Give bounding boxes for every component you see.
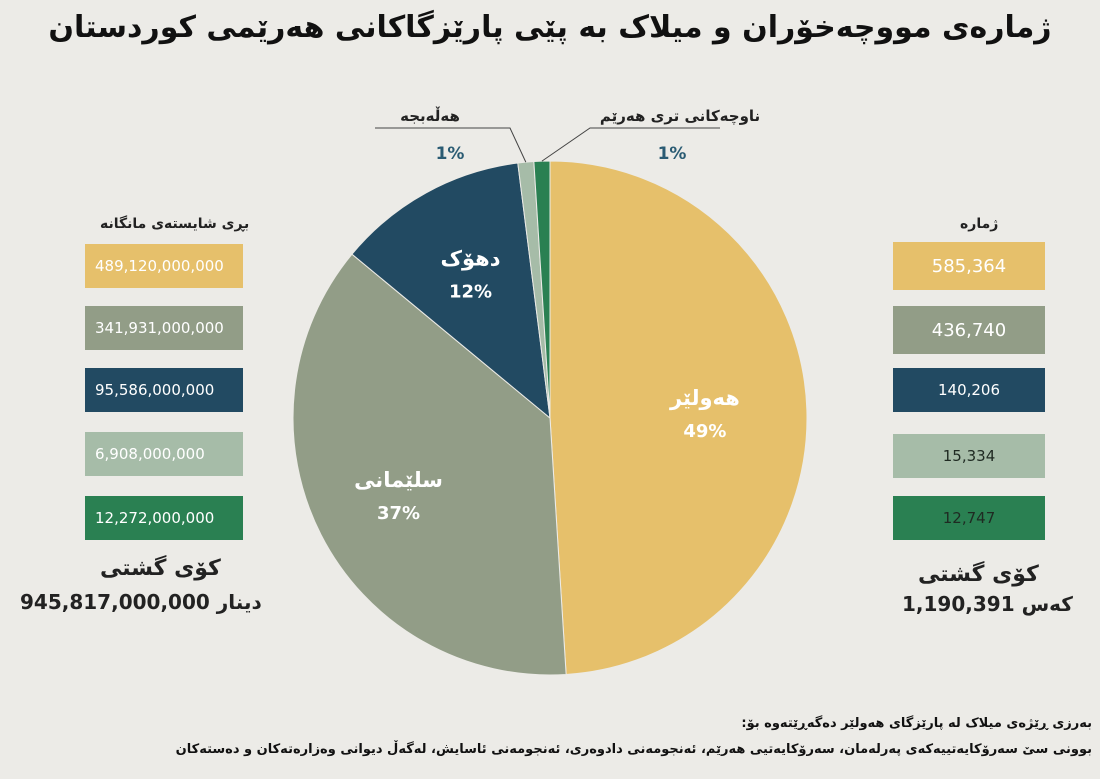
count-value: 585,364 [931,255,1007,277]
count-box-duhok: 140,206 [893,368,1045,412]
count-box-halabja: 15,334 [893,434,1045,478]
amount-value: 341,931,000,000 [95,319,224,337]
count-box-sulaymaniyah: 436,740 [893,306,1045,354]
amount-total-title: کۆی گشتی [100,556,221,581]
footnote-line-2: بوونی سێ سەرۆکایەتییەکەی پەرلەمان، سەرۆک… [175,742,1092,757]
amount-box-halabja: 6,908,000,000 [85,432,243,476]
count-box-erbil: 585,364 [893,242,1045,290]
outer-label-other: ناوچەکانی تری هەرێم [600,107,760,126]
slice-percent-erbil: 49% [683,421,726,442]
amount-value: 489,120,000,000 [95,257,224,275]
count-total-unit: کەس [1021,592,1073,616]
count-total-title: کۆی گشتی [918,562,1039,587]
amount-total: دینار 945,817,000,000 [12,590,262,614]
outer-percent-halabja: 1% [436,144,465,164]
amount-total-value: 945,817,000,000 [20,590,210,614]
amount-box-erbil: 489,120,000,000 [85,244,243,288]
slice-duhok [351,162,551,420]
count-value: 15,334 [942,447,996,465]
amount-total-unit: دینار [216,590,262,614]
amount-box-other: 12,272,000,000 [85,496,243,540]
slice-erbil [549,160,808,676]
leader-line-other [541,127,720,162]
amount-box-sulaymaniyah: 341,931,000,000 [85,306,243,350]
amount-value: 12,272,000,000 [95,509,215,527]
count-total: کەس 1,190,391 [878,592,1073,616]
slice-label-duhok: دهۆک [441,246,501,270]
footnote-line-1: بەرزی ڕێژەی میلاک لە پارێزگای هەولێر دەگ… [741,716,1092,731]
amount-value: 95,586,000,000 [95,381,215,399]
count-value: 140,206 [937,381,1001,399]
outer-label-halabja: هەڵەبجە [400,106,460,125]
slice-percent-sulaymaniyah: 37% [377,503,420,524]
count-header: ژمارە [960,216,999,232]
outer-percent-other: 1% [658,144,687,164]
count-value: 436,740 [931,319,1007,341]
slice-percent-duhok: 12% [449,281,492,302]
slice-sulaymaniyah [292,253,567,676]
count-value: 12,747 [942,509,996,527]
count-box-other: 12,747 [893,496,1045,540]
amount-value: 6,908,000,000 [95,445,205,463]
slice-label-erbil: هەولێر [669,386,740,410]
amount-box-duhok: 95,586,000,000 [85,368,243,412]
leader-line-halabja [375,127,527,163]
count-total-value: 1,190,391 [902,592,1015,616]
monthly-amount-header: بڕی شایستەی مانگانە [100,216,250,232]
slice-label-sulaymaniyah: سلێمانی [354,468,443,492]
page-title: ژمارەی مووچەخۆران و میلاک بە پێی پارێزگا… [48,10,1052,45]
